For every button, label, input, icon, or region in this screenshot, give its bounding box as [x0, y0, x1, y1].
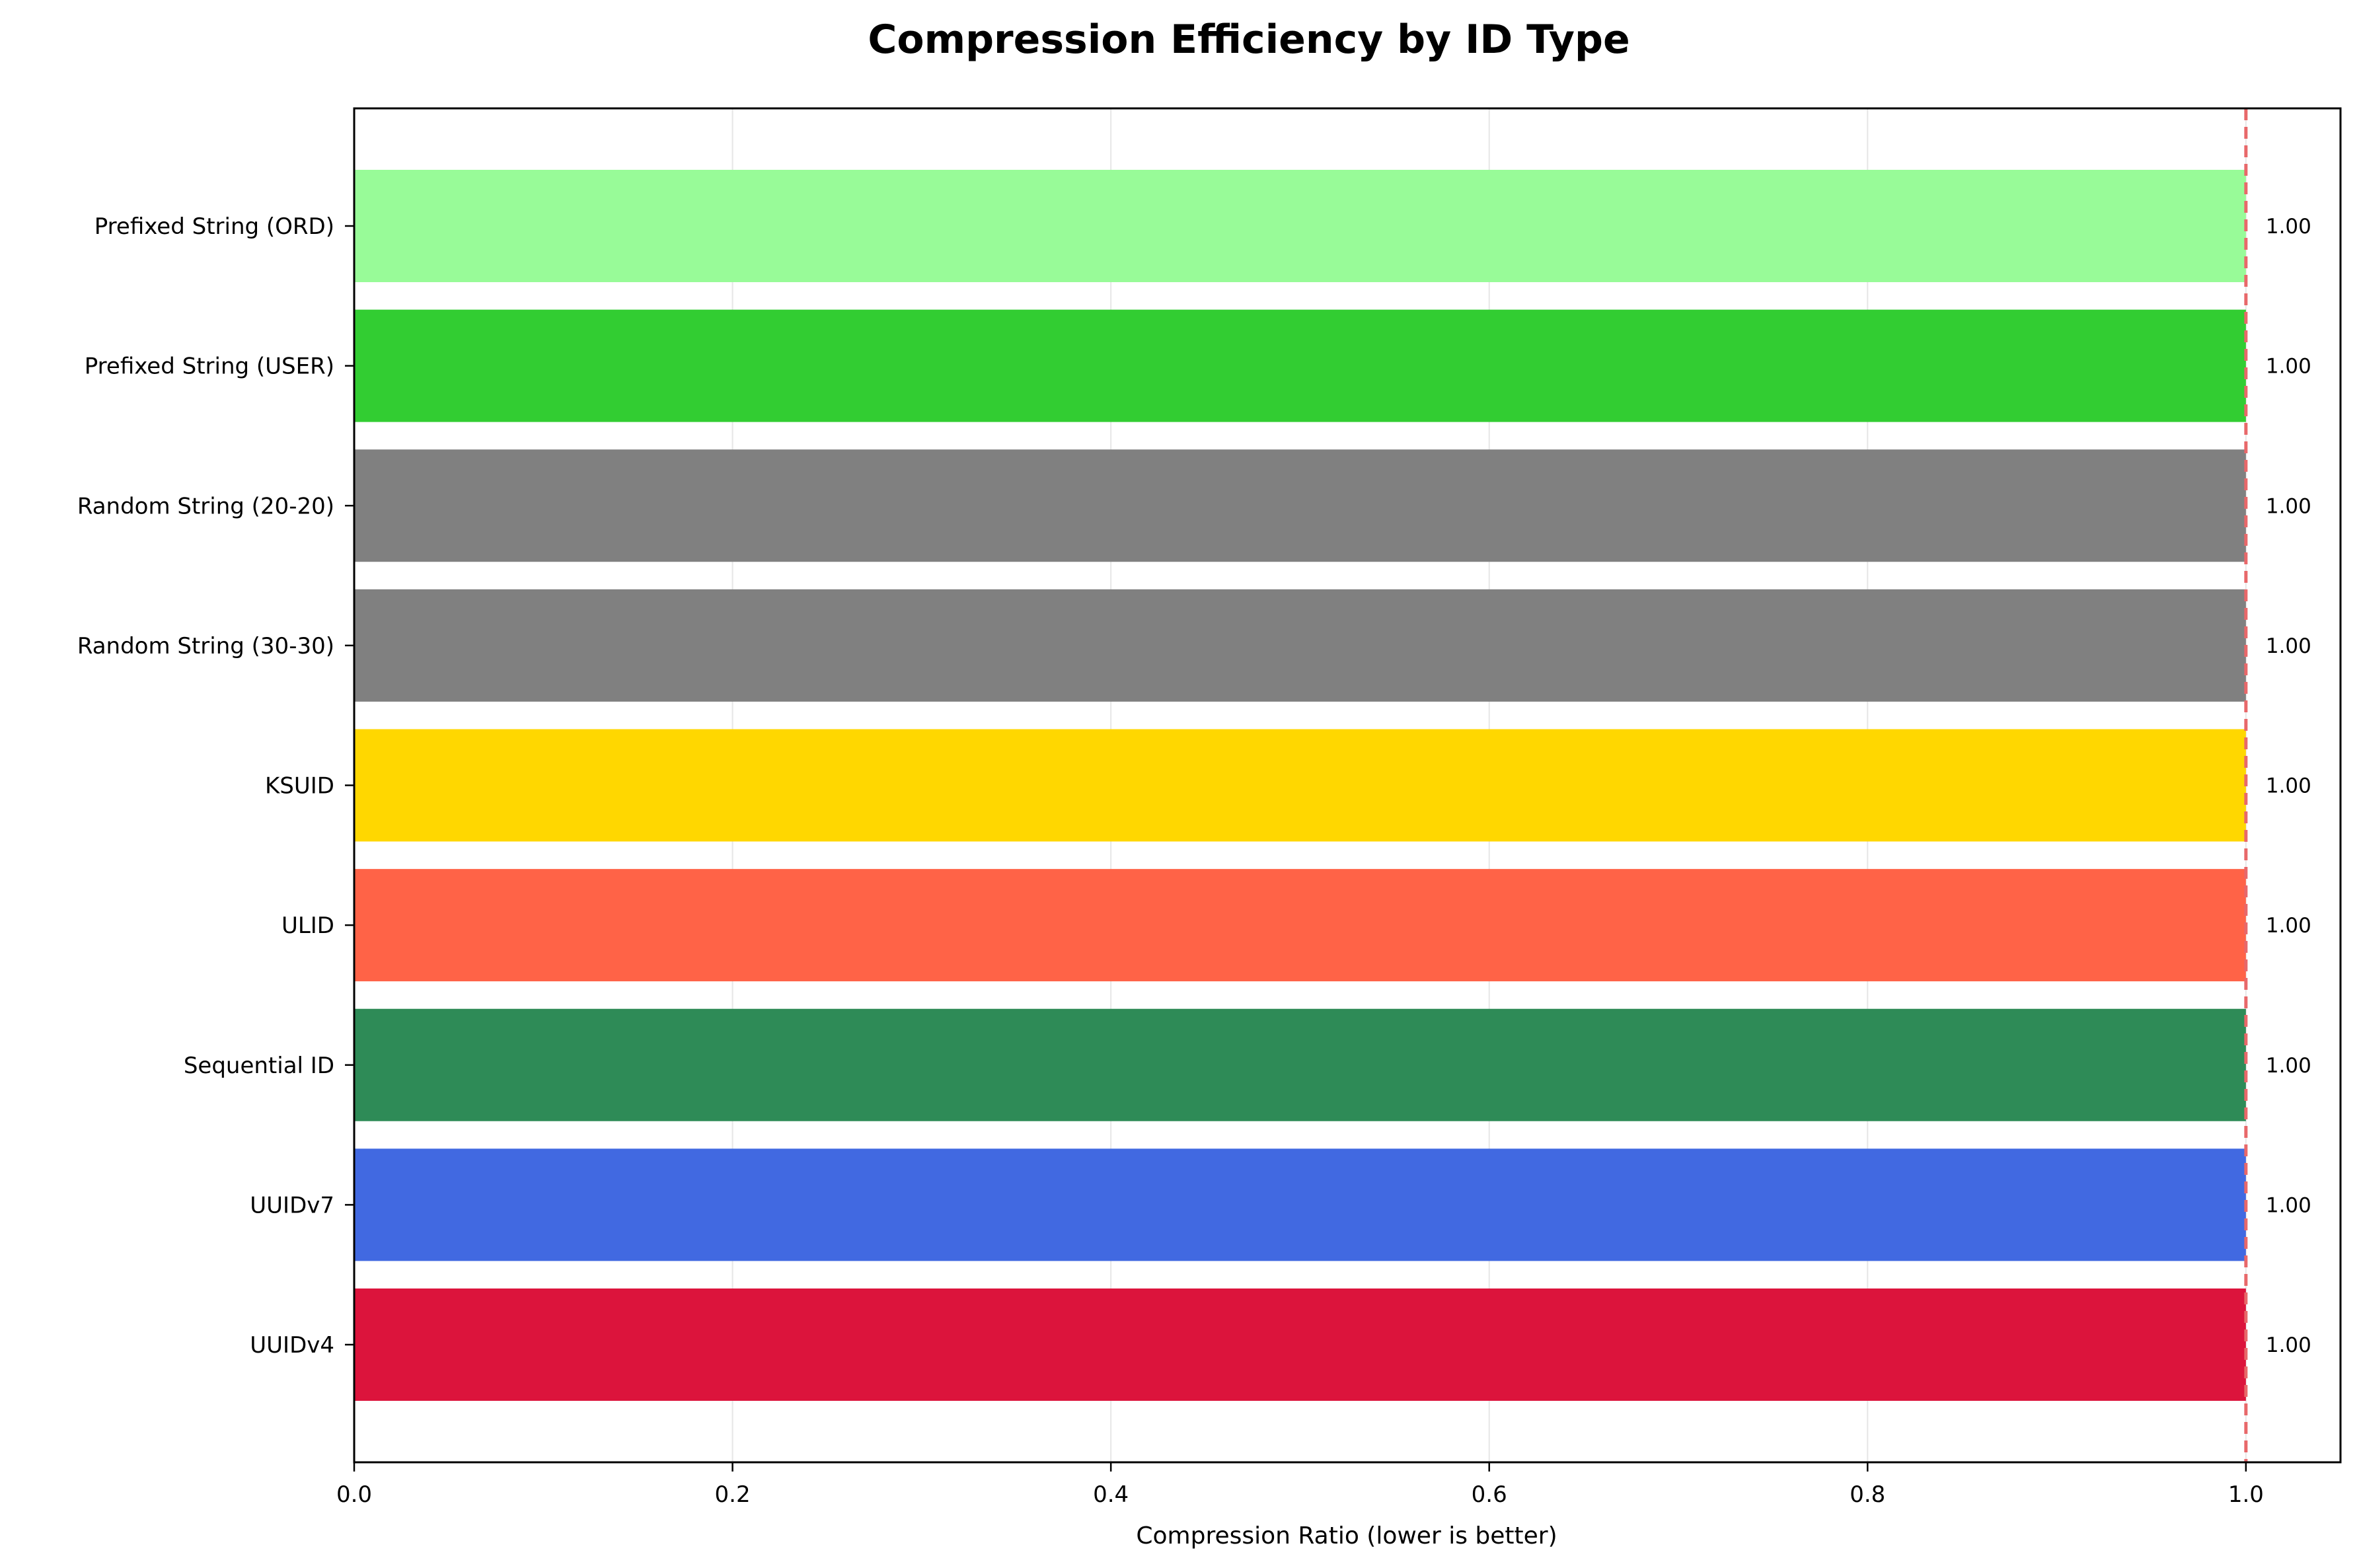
value-label-8: 1.00	[2266, 1333, 2311, 1357]
y-tick-label-4: KSUID	[265, 773, 334, 800]
x-tick-label-5: 1.0	[2228, 1481, 2264, 1508]
bar-6	[354, 1008, 2246, 1121]
axes	[345, 107, 2342, 1472]
bar-2	[354, 449, 2246, 562]
value-labels: 1.00 1.00 1.00 1.00 1.00 1.00 1.00 1.00 1.00	[2266, 215, 2311, 1357]
y-tick-label-3: Random String (30-30)	[77, 633, 334, 659]
x-axis-label: Compression Ratio (lower is better)	[1136, 1522, 1557, 1549]
bar-0	[354, 170, 2246, 282]
bar-8	[354, 1288, 2246, 1401]
bar-5	[354, 869, 2246, 982]
x-tick-label-4: 0.8	[1850, 1481, 1885, 1508]
bars	[354, 170, 2246, 1401]
bar-3	[354, 589, 2246, 702]
value-label-1: 1.00	[2266, 355, 2311, 379]
x-tick-label-1: 0.2	[715, 1481, 751, 1508]
bar-7	[354, 1148, 2246, 1261]
y-tick-label-8: UUIDv4	[250, 1332, 334, 1359]
y-tick-label-1: Prefixed String (USER)	[85, 354, 334, 380]
value-label-7: 1.00	[2266, 1193, 2311, 1217]
value-label-3: 1.00	[2266, 634, 2311, 658]
plot-frame	[353, 107, 2342, 1464]
value-label-4: 1.00	[2266, 774, 2311, 798]
y-tick-label-0: Prefixed String (ORD)	[94, 213, 334, 240]
y-tick-label-5: ULID	[281, 913, 334, 939]
chart-title: Compression Efficiency by ID Type	[868, 17, 1629, 63]
value-label-6: 1.00	[2266, 1054, 2311, 1078]
y-tick-label-7: UUIDv7	[250, 1192, 334, 1218]
x-tick-label-2: 0.4	[1093, 1481, 1129, 1508]
bar-4	[354, 729, 2246, 842]
x-tick-label-0: 0.0	[336, 1481, 372, 1508]
value-label-5: 1.00	[2266, 914, 2311, 938]
value-label-0: 1.00	[2266, 215, 2311, 239]
x-tick-label-3: 0.6	[1472, 1481, 1507, 1508]
y-tick-labels: Prefixed String (ORD) Prefixed String (US…	[77, 213, 334, 1359]
bar-1	[354, 309, 2246, 422]
y-tick-label-2: Random String (20-20)	[77, 493, 334, 519]
y-tick-label-6: Sequential ID	[184, 1053, 334, 1079]
x-tick-labels: 0.0 0.2 0.4 0.6 0.8 1.0	[336, 1481, 2264, 1508]
value-label-2: 1.00	[2266, 494, 2311, 518]
